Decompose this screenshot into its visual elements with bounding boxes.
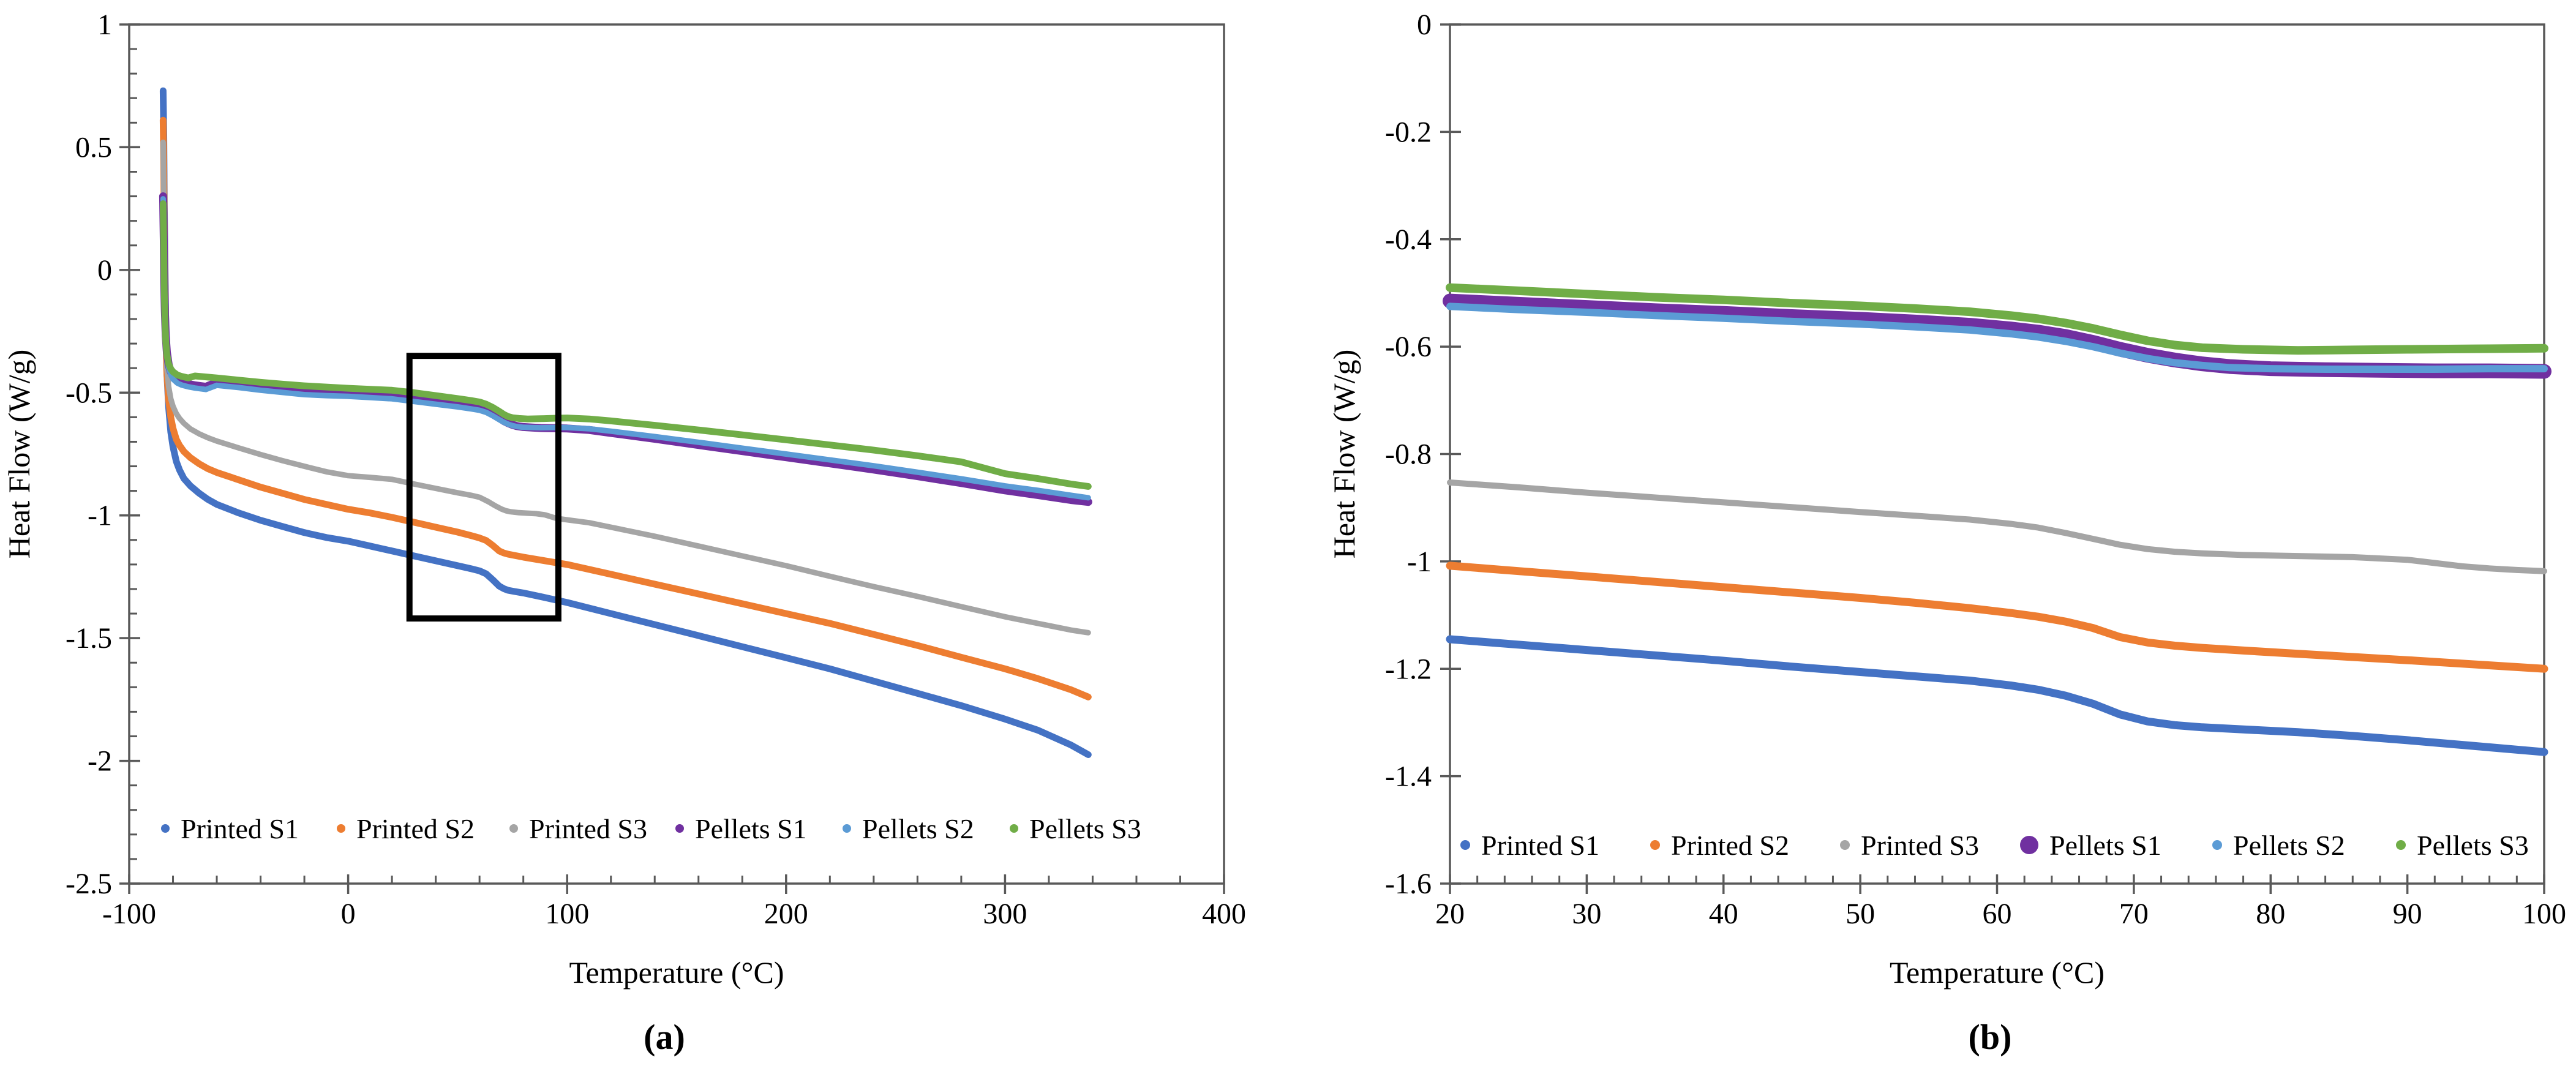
- series-line-printed-s2: [159, 116, 1092, 700]
- legend-marker-printed-s3: [1840, 840, 1850, 850]
- x-tick-label: 200: [764, 898, 808, 930]
- series-line-pellets-s3: [159, 200, 1092, 490]
- legend-label-printed-s3: Printed S3: [529, 813, 647, 844]
- y-tick-label: -1.4: [1385, 760, 1432, 793]
- y-tick-label: -1.5: [66, 622, 112, 655]
- caption-a: (a): [644, 1017, 685, 1057]
- legend-marker-printed-s1: [1460, 840, 1470, 850]
- x-tick-label: 40: [1709, 898, 1738, 930]
- y-tick-label: -0.2: [1385, 116, 1432, 148]
- x-axis-title: Temperature (°C): [1890, 955, 2105, 990]
- plot-border: [1449, 23, 2545, 885]
- legend-label-printed-s1: Printed S1: [1481, 830, 1599, 861]
- series-line-pellets-s2: [160, 196, 1091, 501]
- series-line-pellets-s2: [1446, 302, 2548, 373]
- x-tick-label: -100: [102, 898, 156, 930]
- chart-a: -100 0 100 200 300 400 1 0.5 0 -0.5 -1 -1.5 -2 -2.5 Pr…: [2, 9, 1246, 990]
- legend-marker-printed-s2: [337, 824, 345, 833]
- legend-label-pellets-s1: Pellets S1: [2049, 830, 2161, 861]
- x-tick-label: 80: [2256, 898, 2285, 930]
- x-tick-label: 100: [2522, 898, 2566, 930]
- x-axis-title: Temperature (°C): [569, 955, 784, 990]
- legend-marker-printed-s1: [161, 824, 170, 833]
- y-tick-label: 0: [97, 254, 112, 287]
- series-line-pellets-s1: [159, 192, 1092, 506]
- y-tick-label: -2: [88, 745, 112, 778]
- y-tick-label: -1: [1407, 546, 1432, 578]
- y-tick-label: -0.5: [66, 377, 112, 409]
- y-tick-label: -2.5: [66, 868, 112, 900]
- x-tick-label: 60: [1983, 898, 2012, 930]
- legend-label-printed-s2: Printed S2: [1671, 830, 1789, 861]
- y-tick-label: -1.2: [1385, 653, 1432, 685]
- legend-label-printed-s3: Printed S3: [1861, 830, 1979, 861]
- legend-label-pellets-s1: Pellets S1: [695, 813, 807, 844]
- x-tick-label: 100: [545, 898, 589, 930]
- chart-b: 20 30 40 50 60 70 80 90 100 0 -0.2 -0.4 -0.6 -0.8 -1 -1…: [1327, 9, 2566, 990]
- legend-label-pellets-s3: Pellets S3: [1029, 813, 1141, 844]
- y-tick-label: 0.5: [75, 131, 112, 163]
- legend-marker-pellets-s3: [2396, 840, 2406, 850]
- y-tick-label: 0: [1417, 9, 1432, 41]
- legend-marker-pellets-s2: [2212, 840, 2222, 850]
- x-tick-label: 20: [1435, 898, 1465, 930]
- legend-marker-pellets-s3: [1010, 824, 1018, 833]
- x-tick-label: 300: [983, 898, 1027, 930]
- y-tick-label: -0.8: [1385, 438, 1432, 471]
- series-line-printed-s3: [160, 139, 1091, 636]
- caption-b: (b): [1968, 1017, 2012, 1057]
- x-tick-label: 90: [2393, 898, 2422, 930]
- x-tick-label: 400: [1202, 898, 1246, 930]
- x-tick-label: 70: [2119, 898, 2149, 930]
- x-tick-label: 50: [1846, 898, 1875, 930]
- plot-border: [128, 23, 1225, 885]
- x-tick-label: 30: [1572, 898, 1601, 930]
- legend-label-printed-s2: Printed S2: [356, 813, 475, 844]
- highlight-box: [406, 353, 561, 622]
- series-line-printed-s2: [1446, 561, 2548, 673]
- series-line-printed-s3: [1447, 479, 2547, 574]
- legend-marker-printed-s3: [509, 824, 518, 833]
- legend-marker-pellets-s1: [675, 824, 684, 833]
- legend-label-pellets-s3: Pellets S3: [2417, 830, 2529, 861]
- y-tick-label: -1: [88, 500, 112, 532]
- y-axis-title: Heat Flow (W/g): [2, 350, 36, 559]
- x-tick-label: 0: [341, 898, 356, 930]
- legend-marker-pellets-s2: [843, 824, 851, 833]
- legend-label-pellets-s2: Pellets S2: [862, 813, 974, 844]
- y-tick-label: -0.6: [1385, 331, 1432, 363]
- y-tick-label: -0.4: [1385, 223, 1432, 256]
- y-tick-label: -1.6: [1385, 868, 1432, 900]
- series-line-pellets-s3: [1446, 283, 2548, 355]
- legend-label-pellets-s2: Pellets S2: [2233, 830, 2345, 861]
- legend-label-printed-s1: Printed S1: [181, 813, 299, 844]
- legend-marker-pellets-s1: [2020, 836, 2038, 854]
- legend-marker-printed-s2: [1650, 840, 1660, 850]
- series-line-printed-s1: [1446, 635, 2548, 756]
- series-line-printed-s1: [159, 87, 1092, 758]
- y-tick-label: 1: [97, 9, 112, 41]
- y-axis-title: Heat Flow (W/g): [1327, 350, 1361, 559]
